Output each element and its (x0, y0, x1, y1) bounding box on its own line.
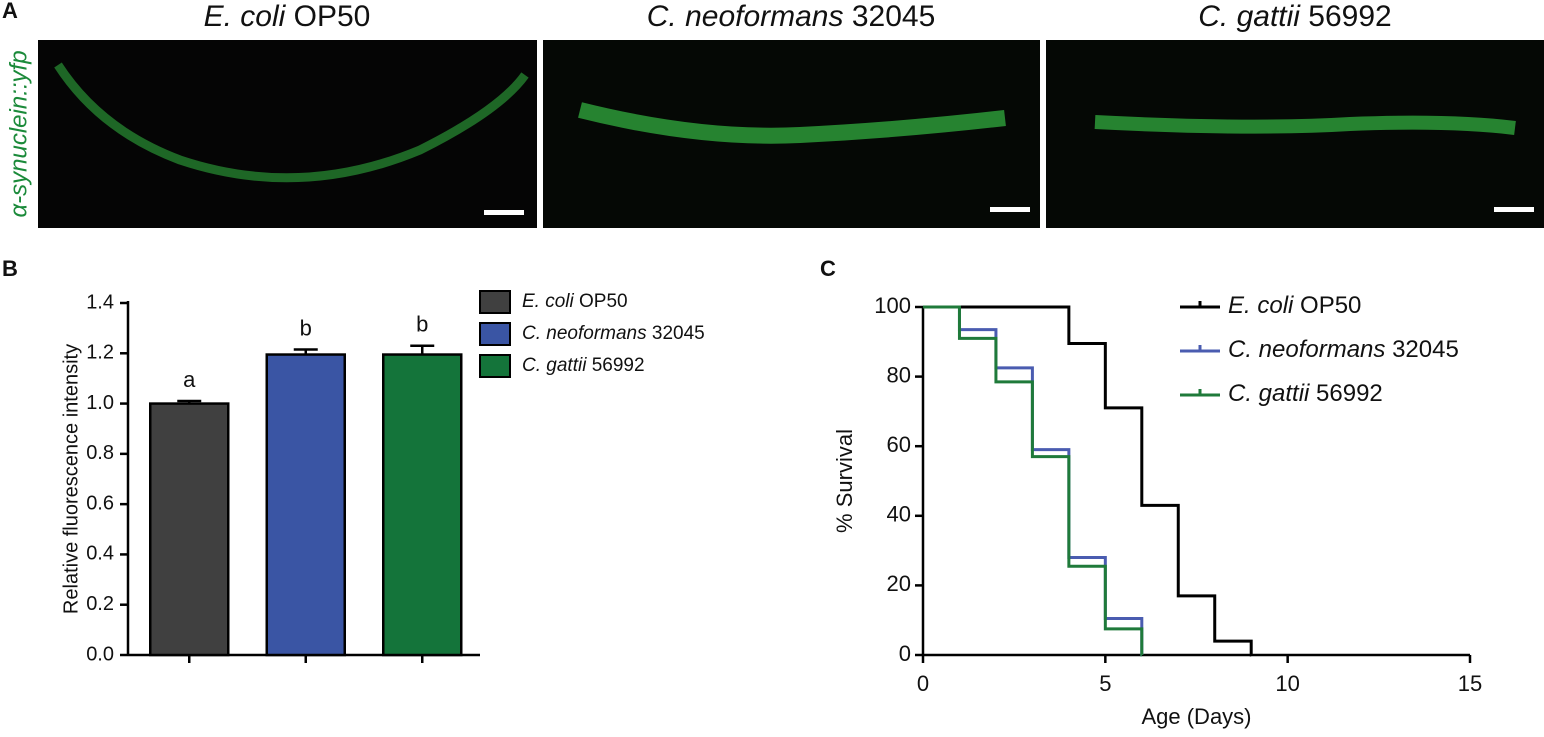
y-tick-label: 20 (887, 571, 911, 596)
legend-label: E. coli OP50 (522, 291, 628, 312)
legend-swatch (479, 322, 511, 346)
y-tick-label: 0.4 (86, 543, 114, 565)
legend-line (1180, 389, 1220, 397)
panel-letter: C (820, 256, 836, 281)
image-title: C. gattii 56992 (1198, 0, 1391, 33)
y-tick-label: 0.6 (86, 492, 114, 514)
x-axis-label: Age (Days) (1141, 704, 1251, 729)
bar (149, 402, 230, 657)
micrograph (1046, 40, 1544, 228)
panel-letter: A (2, 0, 18, 23)
y-tick-label: 1.0 (86, 392, 114, 414)
survival-line (923, 305, 1253, 657)
y-tick-label: 40 (887, 502, 911, 527)
legend-swatch (479, 290, 511, 314)
significance-label: b (300, 315, 312, 340)
bar (265, 353, 346, 657)
survival-line (923, 305, 1144, 657)
y-tick-label: 100 (874, 293, 911, 318)
scale-bar (484, 210, 524, 215)
legend-label: C. neoformans 32045 (522, 323, 705, 344)
x-tick-label: 0 (917, 671, 929, 696)
panel-letter: B (2, 256, 18, 281)
bar (382, 353, 463, 657)
image-title: E. coli OP50 (204, 0, 371, 33)
legend-label: E. coli OP50 (1228, 292, 1361, 319)
y-tick-label: 60 (887, 432, 911, 457)
legend-line (1180, 301, 1220, 309)
worm (578, 102, 1006, 144)
side-label: α-synuclein::yfp (5, 50, 32, 217)
y-tick-label: 1.2 (86, 342, 114, 364)
y-tick-label: 0 (899, 641, 911, 666)
x-tick-label: 15 (1458, 671, 1482, 696)
worm (54, 62, 529, 183)
y-tick-label: 80 (887, 362, 911, 387)
legend-swatch (479, 354, 511, 378)
error-bar (410, 344, 435, 355)
scale-bar (990, 207, 1030, 212)
y-tick-label: 0.2 (86, 593, 114, 615)
y-tick-label: 0.0 (86, 643, 114, 665)
x-tick-label: 5 (1099, 671, 1111, 696)
legend-label: C. gattii 56992 (522, 355, 645, 376)
legend-label: C. gattii 56992 (1228, 380, 1383, 407)
survival-line (923, 305, 1144, 657)
scale-bar (1494, 207, 1534, 212)
legend-line (1180, 345, 1220, 353)
significance-label: a (183, 367, 196, 392)
significance-label: b (416, 312, 428, 337)
worm (1094, 115, 1516, 135)
y-tick-label: 0.8 (86, 442, 114, 464)
legend-label: C. neoformans 32045 (1228, 336, 1459, 363)
micrograph (38, 40, 537, 228)
x-tick-label: 10 (1275, 671, 1299, 696)
image-title: C. neoformans 32045 (647, 0, 936, 33)
y-axis-label: Relative fluorescence intensity (60, 344, 82, 614)
y-tick-label: 1.4 (86, 291, 114, 313)
y-axis-label: % Survival (832, 429, 857, 533)
